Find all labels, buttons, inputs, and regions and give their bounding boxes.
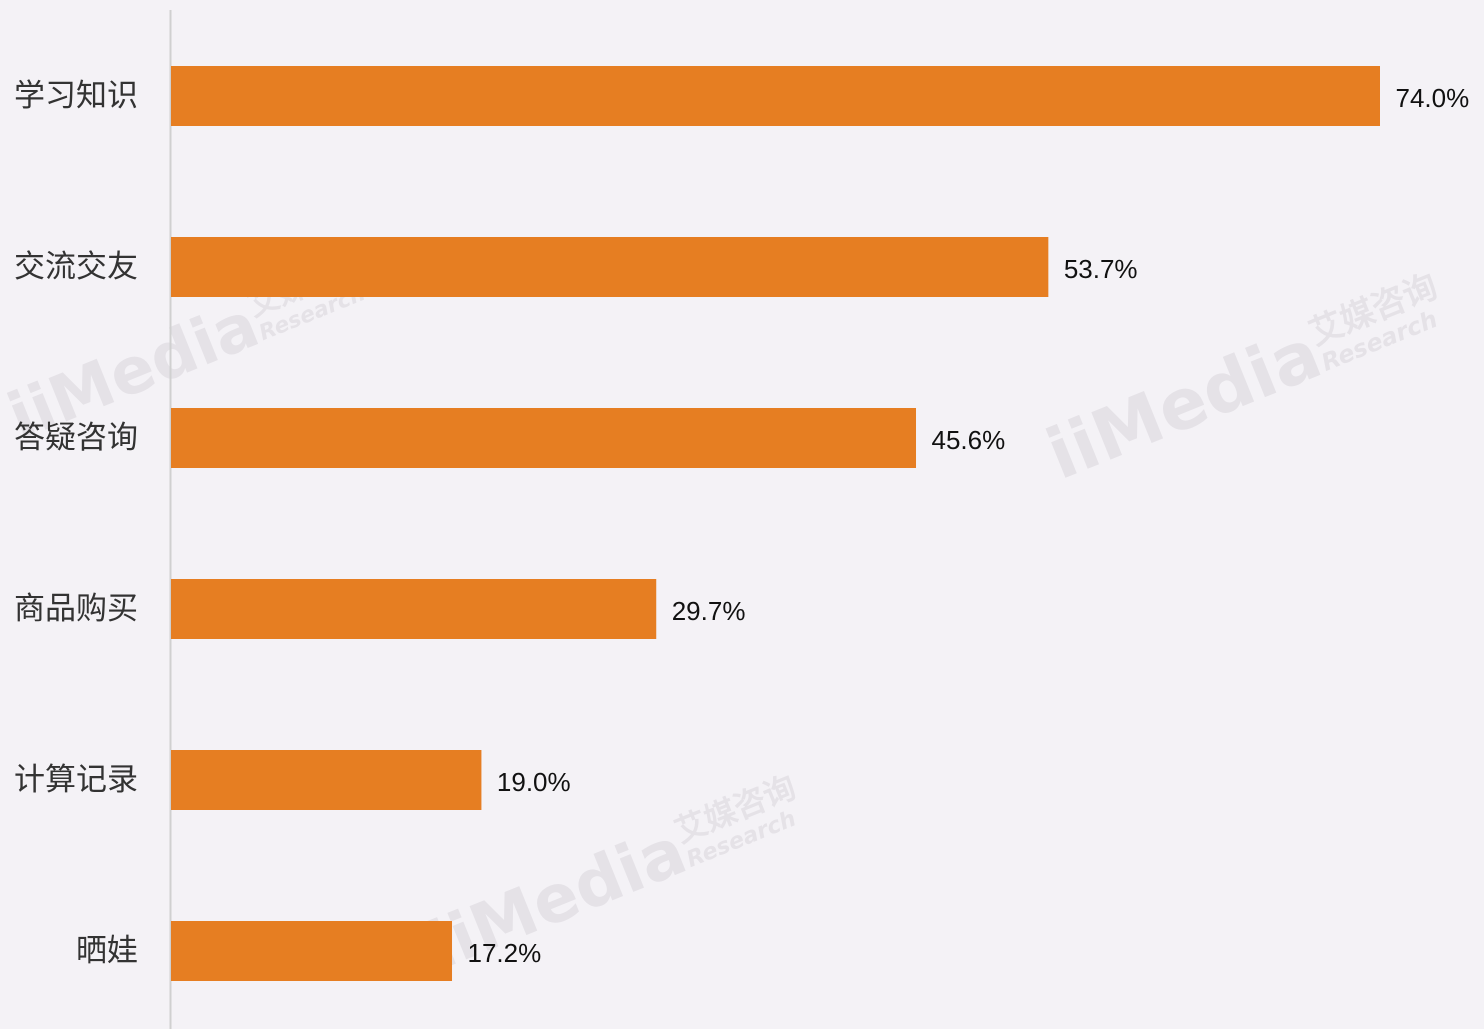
bar-0 [171,66,1380,126]
bars-group [171,66,1380,981]
value-label-4: 19.0% [497,767,571,797]
bar-3 [171,579,657,639]
svg-text:iiMedia: iiMedia [1036,312,1332,495]
svg-text:iiMedia: iiMedia [417,812,696,985]
category-label-3: 商品购买 [14,591,138,627]
value-labels-group: 74.0% 53.7% 45.6% 29.7% 19.0% 17.2% [468,83,1470,968]
bar-4 [171,750,482,810]
bar-5 [171,921,453,981]
value-label-3: 29.7% [672,596,746,626]
bar-1 [171,237,1049,297]
value-label-1: 53.7% [1064,254,1138,284]
category-label-5: 晒娃 [76,933,138,969]
value-label-2: 45.6% [932,425,1006,455]
bar-2 [171,408,917,468]
category-label-2: 答疑咨询 [14,420,138,456]
value-label-0: 74.0% [1396,83,1470,113]
value-label-5: 17.2% [468,938,542,968]
category-label-0: 学习知识 [14,78,138,114]
category-label-1: 交流交友 [14,249,138,285]
category-label-4: 计算记录 [14,762,138,798]
